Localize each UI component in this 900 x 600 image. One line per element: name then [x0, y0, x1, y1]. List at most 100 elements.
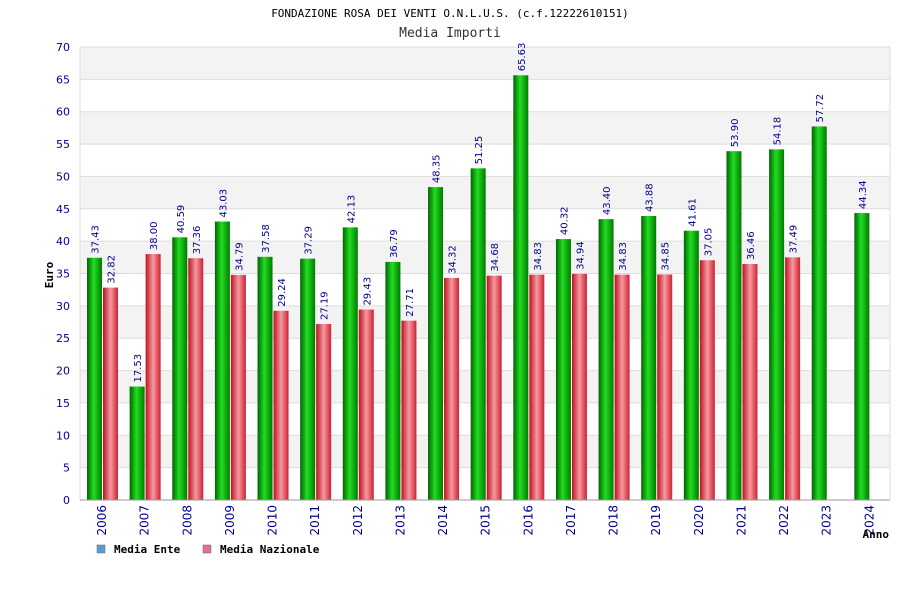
y-tick-label: 25: [56, 332, 70, 345]
y-tick-label: 40: [56, 235, 70, 248]
y-tick-label: 15: [56, 397, 70, 410]
data-label-media-nazionale-2013: 27.71: [405, 288, 416, 317]
grid-band: [80, 79, 890, 112]
y-tick-label: 5: [63, 462, 70, 475]
bar-media-ente-2010: [257, 256, 273, 500]
bar-media-ente-2015: [470, 168, 486, 500]
data-label-media-nazionale-2011: 27.19: [320, 291, 331, 320]
x-tick-label: 2011: [308, 505, 322, 536]
y-tick-label: 60: [56, 106, 70, 119]
legend-label-media-nazionale: Media Nazionale: [220, 543, 320, 556]
data-label-media-ente-2024: 44.34: [858, 180, 869, 209]
grid-band: [80, 111, 890, 145]
data-label-media-ente-2021: 53.90: [730, 119, 741, 148]
bar-media-ente-2017: [555, 239, 571, 500]
y-tick-label: 35: [56, 268, 70, 281]
data-label-media-nazionale-2022: 37.49: [789, 225, 800, 254]
bar-media-nazionale-2017: [571, 273, 587, 500]
x-tick-label: 2006: [95, 505, 109, 536]
y-tick-label: 30: [56, 300, 70, 313]
y-tick-label: 65: [56, 73, 70, 86]
bar-media-nazionale-2014: [444, 277, 460, 500]
bar-media-nazionale-2018: [614, 274, 630, 500]
bar-media-ente-2021: [726, 151, 742, 500]
data-label-media-nazionale-2019: 34.85: [661, 242, 672, 271]
bar-media-nazionale-2019: [657, 274, 673, 500]
data-label-media-nazionale-2006: 32.82: [107, 255, 118, 284]
data-label-media-nazionale-2016: 34.83: [533, 242, 544, 271]
data-label-media-ente-2018: 43.40: [602, 186, 613, 215]
bar-media-nazionale-2006: [103, 287, 118, 500]
x-tick-label: 2018: [607, 505, 621, 536]
data-label-media-ente-2011: 37.29: [304, 226, 315, 255]
y-tick-label: 0: [63, 494, 70, 507]
data-label-media-ente-2020: 41.61: [687, 198, 698, 227]
x-tick-label: 2017: [564, 505, 578, 536]
x-tick-label: 2015: [479, 505, 493, 536]
x-tick-label: 2007: [138, 505, 152, 536]
x-tick-label: 2019: [649, 505, 663, 536]
bar-media-nazionale-2020: [699, 260, 715, 500]
data-label-media-nazionale-2010: 29.24: [277, 278, 288, 307]
bar-media-ente-2023: [811, 126, 827, 500]
data-label-media-ente-2008: 40.59: [176, 205, 187, 234]
data-label-media-ente-2012: 42.13: [346, 195, 357, 224]
data-label-media-nazionale-2015: 34.68: [490, 243, 501, 272]
x-tick-label: 2013: [393, 505, 407, 536]
data-label-media-ente-2016: 65.63: [517, 43, 528, 72]
y-tick-label: 70: [56, 41, 70, 54]
y-axis-ticks: 0 5 10 15 20 25 30 35 40 45 50 55 60 65 70: [56, 41, 70, 507]
bar-media-nazionale-2008: [188, 258, 204, 500]
x-tick-label: 2008: [180, 505, 194, 536]
data-label-media-ente-2017: 40.32: [559, 206, 570, 235]
x-tick-label: 2009: [223, 505, 237, 536]
x-tick-label: 2016: [521, 505, 535, 536]
data-label-media-nazionale-2017: 34.94: [575, 241, 586, 270]
bar-media-nazionale-2012: [358, 309, 374, 500]
x-tick-label: 2022: [777, 505, 791, 536]
bar-media-ente-2020: [683, 230, 699, 500]
data-label-media-ente-2014: 48.35: [432, 154, 443, 183]
y-tick-label: 50: [56, 170, 70, 183]
chart-title: FONDAZIONE ROSA DEI VENTI O.N.L.U.S. (c.…: [271, 7, 629, 20]
data-label-media-nazionale-2020: 37.05: [703, 228, 714, 257]
bars: 37.43 32.82 17.53 38.00 40.59 37.36 43.03 34.79…: [87, 43, 870, 501]
x-tick-label: 2012: [351, 505, 365, 536]
bar-media-nazionale-2013: [401, 320, 417, 500]
bar-media-ente-2016: [513, 75, 529, 500]
bar-media-nazionale-2009: [230, 274, 246, 500]
x-tick-label: 2021: [734, 505, 748, 536]
bar-media-nazionale-2022: [785, 257, 801, 500]
bar-media-ente-2009: [214, 221, 230, 500]
bar-media-ente-2024: [854, 213, 870, 500]
bar-media-nazionale-2007: [145, 254, 161, 500]
bar-media-ente-2018: [598, 219, 614, 500]
data-label-media-ente-2006: 37.43: [91, 225, 102, 254]
x-tick-label: 2014: [436, 505, 450, 536]
data-label-media-nazionale-2018: 34.83: [618, 242, 629, 271]
bar-media-nazionale-2021: [742, 264, 758, 500]
data-label-media-nazionale-2009: 34.79: [234, 242, 245, 271]
bar-media-ente-2014: [428, 187, 444, 500]
data-label-media-ente-2023: 57.72: [815, 94, 826, 123]
x-tick-label: 2020: [692, 505, 706, 536]
data-label-media-ente-2009: 43.03: [218, 189, 229, 218]
legend-swatch-media-ente: [96, 544, 106, 554]
bar-media-ente-2019: [641, 216, 657, 501]
chart-subtitle: Media Importi: [399, 26, 501, 41]
data-label-media-ente-2022: 54.18: [773, 117, 784, 146]
y-axis-label: Euro: [43, 261, 56, 288]
data-label-media-nazionale-2012: 29.43: [362, 277, 373, 306]
x-tick-label: 2010: [266, 505, 280, 536]
y-tick-label: 20: [56, 365, 70, 378]
data-label-media-ente-2019: 43.88: [645, 183, 656, 212]
bar-media-nazionale-2015: [486, 275, 502, 500]
data-label-media-ente-2013: 36.79: [389, 229, 400, 258]
bar-media-nazionale-2011: [316, 324, 332, 500]
data-label-media-nazionale-2014: 34.32: [448, 245, 459, 274]
x-axis-label: Anno: [863, 528, 890, 541]
data-label-media-nazionale-2021: 36.46: [746, 231, 757, 260]
data-label-media-nazionale-2007: 38.00: [149, 221, 160, 250]
bar-media-ente-2011: [300, 258, 316, 500]
